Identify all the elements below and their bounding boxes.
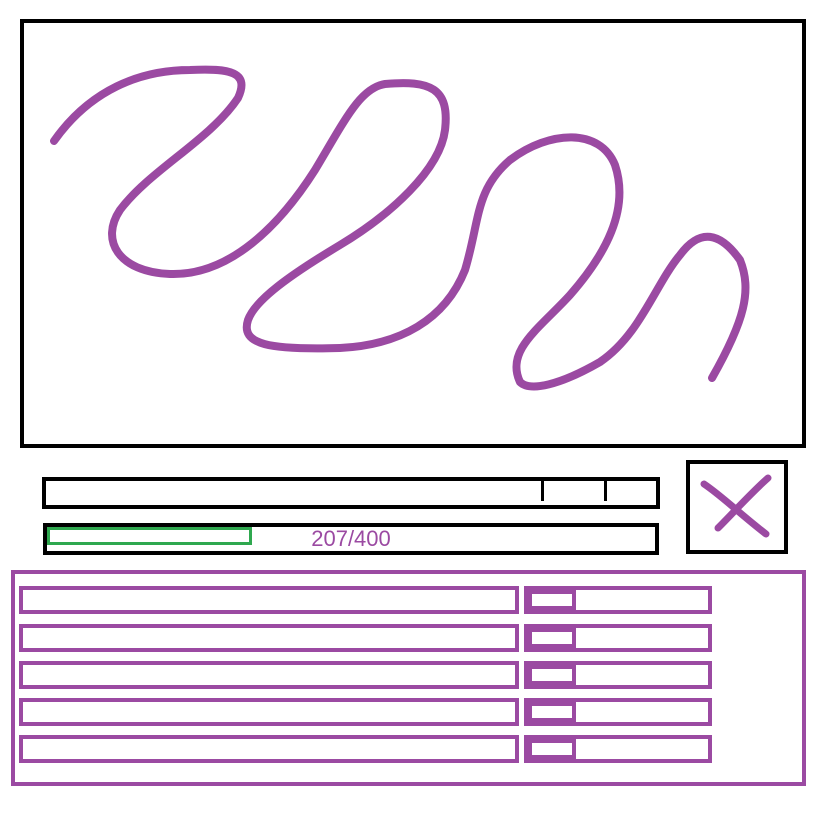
row-slider-thumb[interactable] — [528, 665, 576, 685]
row-text-field[interactable] — [19, 698, 519, 726]
progress-fill — [47, 527, 252, 545]
row-slider[interactable] — [524, 735, 712, 763]
row-text-field[interactable] — [19, 735, 519, 763]
row-slider[interactable] — [524, 624, 712, 652]
row-slider-thumb[interactable] — [528, 702, 576, 722]
row-slider[interactable] — [524, 698, 712, 726]
list-item — [19, 586, 713, 614]
progress-bar: 207/400 — [43, 523, 659, 555]
row-slider[interactable] — [524, 661, 712, 689]
scrollbar-thumb[interactable] — [541, 481, 607, 501]
row-text-field[interactable] — [19, 586, 519, 614]
settings-list — [11, 570, 806, 786]
row-text-field[interactable] — [19, 661, 519, 689]
row-text-field[interactable] — [19, 624, 519, 652]
list-item — [19, 735, 713, 763]
drawing-canvas[interactable] — [20, 19, 806, 448]
list-item — [19, 624, 713, 652]
horizontal-scrollbar[interactable] — [42, 477, 660, 509]
close-button[interactable] — [686, 460, 788, 554]
progress-label: 207/400 — [311, 526, 391, 551]
row-slider-thumb[interactable] — [528, 590, 576, 610]
row-slider-thumb[interactable] — [528, 739, 576, 759]
row-slider-thumb[interactable] — [528, 628, 576, 648]
list-item — [19, 698, 713, 726]
close-icon — [700, 474, 772, 538]
list-item — [19, 661, 713, 689]
row-slider[interactable] — [524, 586, 712, 614]
